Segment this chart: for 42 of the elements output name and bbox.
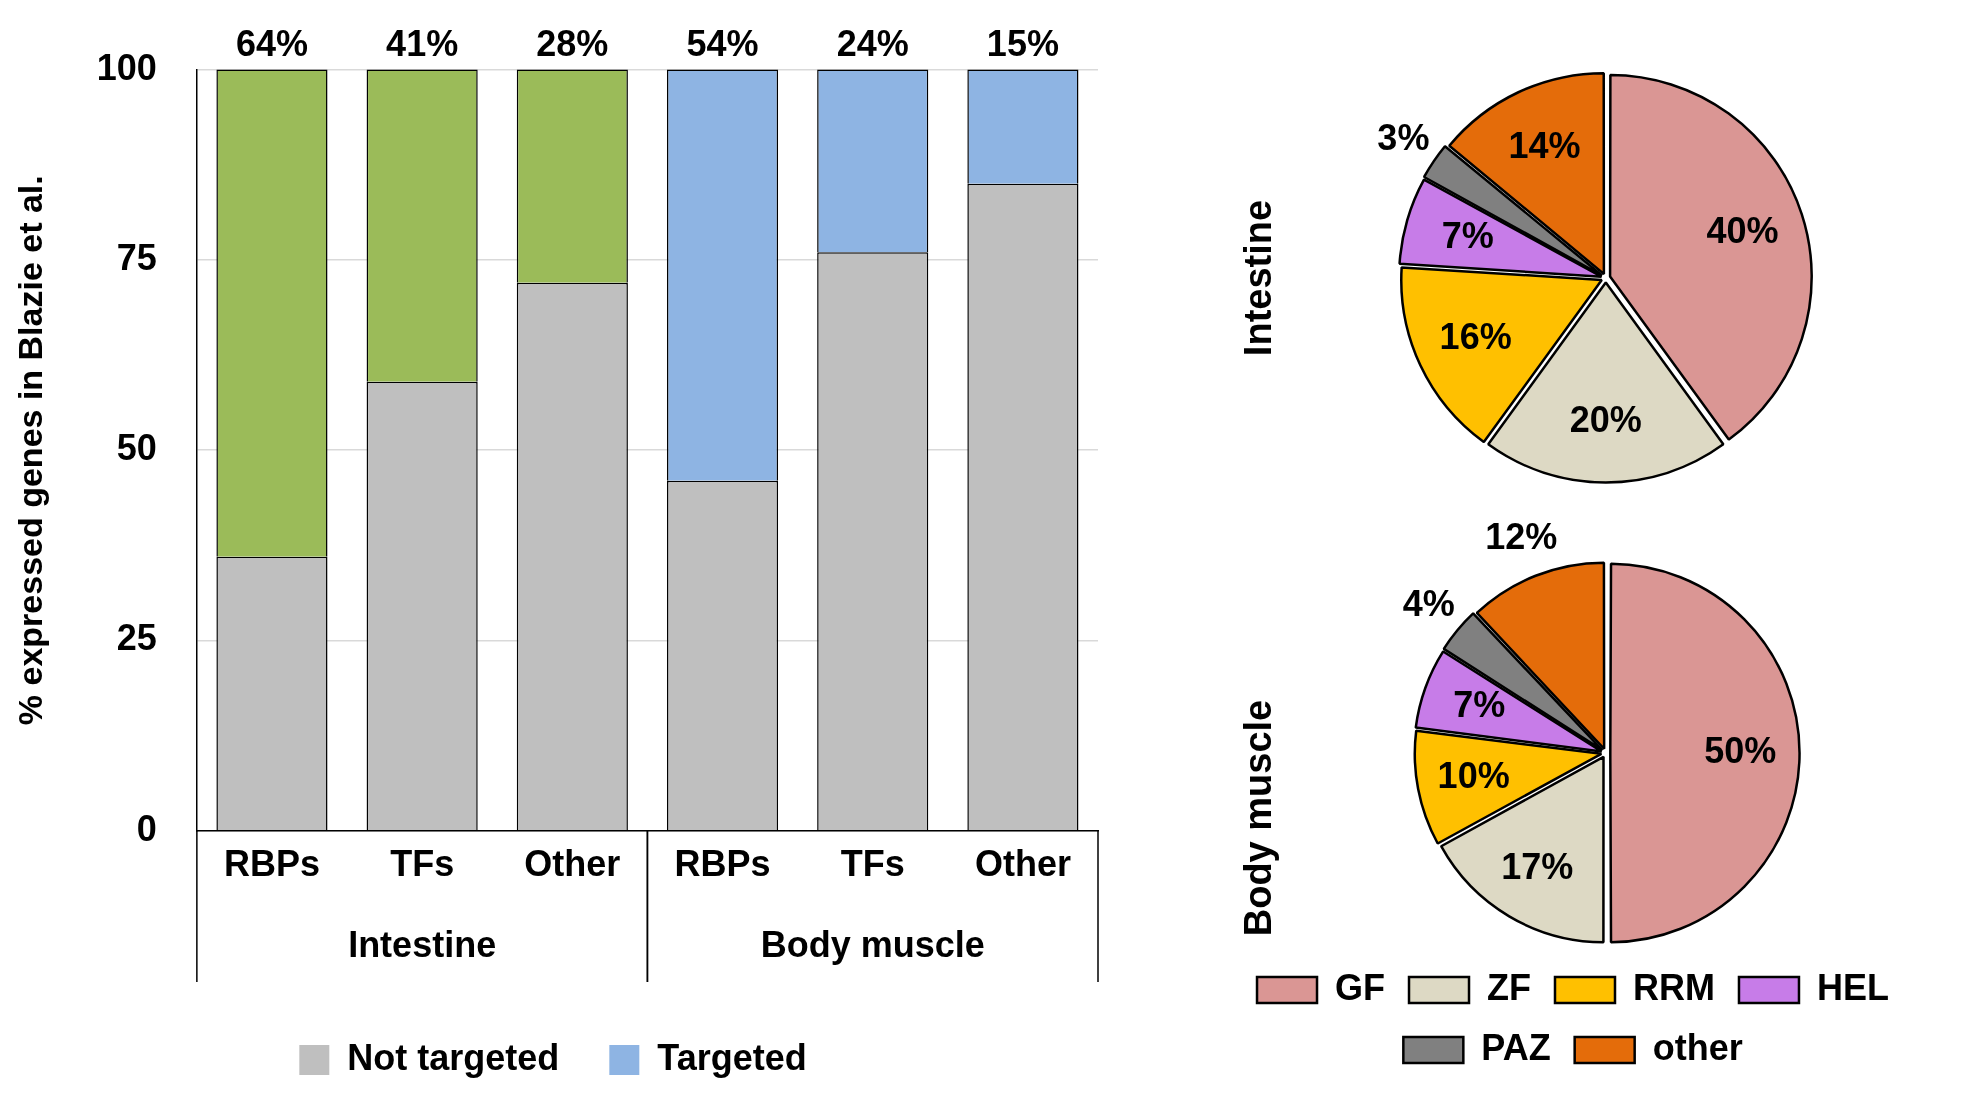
- data-label: 15%: [986, 22, 1059, 64]
- legend-label: Targeted: [657, 1036, 807, 1078]
- x-tick-label: TFs: [390, 843, 455, 885]
- data-label: 54%: [686, 22, 759, 64]
- data-label: 3%: [1377, 117, 1430, 159]
- y-tick-label: 50: [116, 427, 157, 469]
- data-label: 14%: [1508, 124, 1581, 166]
- legend-label: HEL: [1816, 966, 1889, 1008]
- data-label: 4%: [1402, 583, 1455, 625]
- y-tick-label: 25: [116, 617, 157, 659]
- y-tick-label: 75: [116, 236, 157, 278]
- data-label: 7%: [1441, 214, 1494, 256]
- x-tick-label: Other: [974, 843, 1071, 885]
- legend-label: GF: [1335, 966, 1386, 1008]
- data-label: 12%: [1485, 516, 1558, 558]
- data-label: 24%: [836, 22, 909, 64]
- legend-label: PAZ: [1481, 1026, 1551, 1068]
- text: Body muscle: [760, 923, 985, 965]
- y-axis-title: % expressed genes in Blazie et al.: [10, 175, 49, 726]
- legend-label: RRM: [1632, 966, 1715, 1008]
- x-tick-label: RBPs: [674, 843, 771, 885]
- legend-label: Not targeted: [347, 1036, 560, 1078]
- data-label: 41%: [386, 22, 459, 64]
- legend-label: ZF: [1487, 966, 1531, 1008]
- data-label: 40%: [1706, 210, 1779, 252]
- data-label: 50%: [1704, 729, 1777, 771]
- data-label: 17%: [1501, 845, 1574, 887]
- data-label: 28%: [536, 22, 609, 64]
- data-label: 7%: [1453, 684, 1506, 726]
- data-label: 16%: [1439, 316, 1512, 358]
- legend-label: other: [1652, 1026, 1743, 1068]
- y-tick-label: 0: [136, 807, 157, 849]
- data-label: 10%: [1437, 755, 1510, 797]
- text: Body muscle: [1237, 699, 1280, 937]
- data-label: 20%: [1569, 398, 1642, 440]
- x-tick-label: RBPs: [223, 843, 320, 885]
- y-tick-label: 100: [96, 46, 157, 88]
- x-tick-label: Other: [524, 843, 621, 885]
- text: Intestine: [348, 923, 497, 965]
- text: Intestine: [1237, 199, 1280, 357]
- x-tick-label: TFs: [840, 843, 905, 885]
- data-label: 64%: [235, 22, 308, 64]
